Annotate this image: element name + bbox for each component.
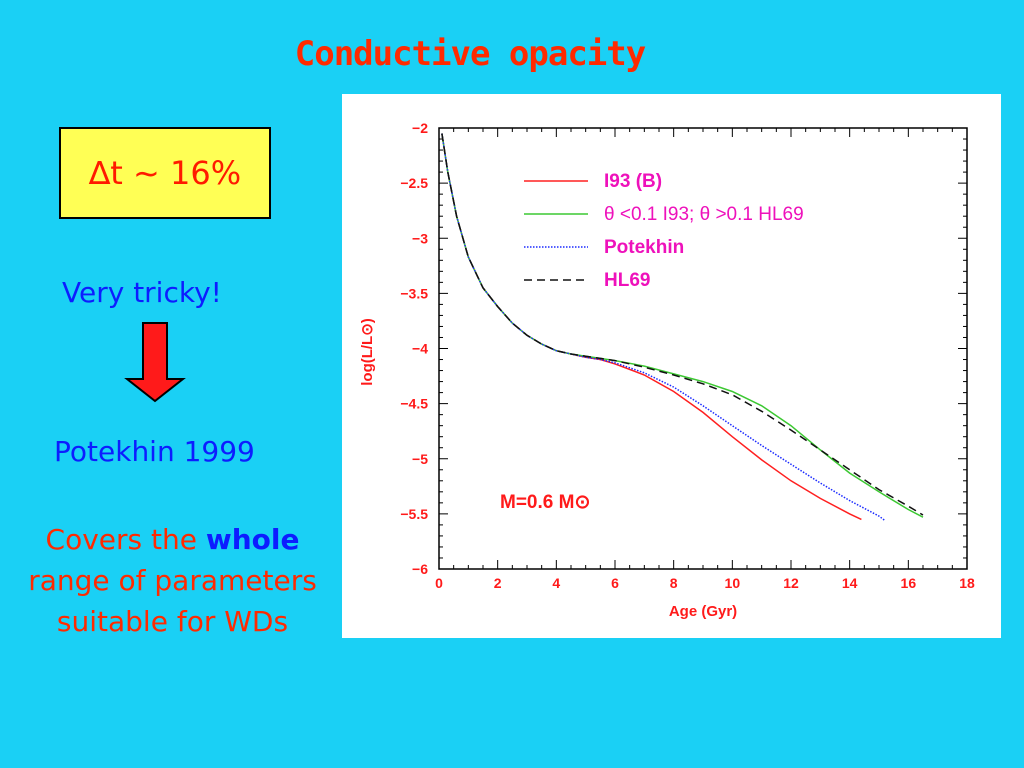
x-tick-label: 6 bbox=[611, 575, 619, 591]
x-tick-label: 10 bbox=[725, 575, 741, 591]
covers-emphasis: whole bbox=[205, 523, 300, 556]
x-tick-labels: 0 2 4 6 8 10 12 14 16 18 bbox=[435, 575, 975, 591]
y-tick-label: −6 bbox=[412, 561, 428, 577]
y-axis-label: log(L/L⊙) bbox=[359, 318, 376, 386]
x-tick-label: 8 bbox=[670, 575, 678, 591]
axis-ticks bbox=[438, 127, 968, 570]
x-tick-label: 4 bbox=[552, 575, 560, 591]
x-tick-label: 2 bbox=[494, 575, 502, 591]
y-tick-label: −3.5 bbox=[400, 285, 428, 301]
legend-label: θ <0.1 I93; θ >0.1 HL69 bbox=[604, 204, 804, 225]
chart-panel: 0 2 4 6 8 10 12 14 16 18 −2 −2.5 −3 −3.5 −4 −4.5 −5 −5.5… bbox=[342, 94, 1001, 638]
x-tick-label: 16 bbox=[901, 575, 917, 591]
x-tick-label: 18 bbox=[959, 575, 975, 591]
x-axis-label: Age (Gyr) bbox=[669, 603, 737, 620]
y-tick-label: −5 bbox=[412, 451, 428, 467]
series-line bbox=[441, 133, 886, 522]
x-tick-label: 12 bbox=[783, 575, 799, 591]
legend-label: HL69 bbox=[604, 270, 650, 291]
legend: I93 (B) θ <0.1 I93; θ >0.1 HL69 Potekhin HL… bbox=[524, 171, 804, 291]
y-tick-labels: −2 −2.5 −3 −3.5 −4 −4.5 −5 −5.5 −6 bbox=[400, 120, 428, 577]
series-line bbox=[441, 133, 924, 516]
legend-label: I93 (B) bbox=[604, 171, 662, 192]
slide-title: Conductive opacity bbox=[294, 34, 646, 74]
down-arrow-icon bbox=[124, 322, 186, 403]
covers-text: Covers the whole range of parameters sui… bbox=[0, 519, 345, 642]
delta-t-label: ∆t ~ 16% bbox=[88, 154, 242, 192]
y-tick-label: −2.5 bbox=[400, 175, 428, 191]
cooling-curve-chart: 0 2 4 6 8 10 12 14 16 18 −2 −2.5 −3 −3.5 −4 −4.5 −5 −5.5… bbox=[359, 120, 975, 620]
legend-label: Potekhin bbox=[604, 237, 684, 258]
covers-rest: range of parameters suitable for WDs bbox=[28, 564, 317, 638]
very-tricky-label: Very tricky! bbox=[62, 276, 222, 309]
y-tick-label: −5.5 bbox=[400, 506, 428, 522]
delta-t-box: ∆t ~ 16% bbox=[59, 127, 271, 219]
mass-annotation: M=0.6 M⊙ bbox=[500, 492, 590, 513]
y-tick-label: −3 bbox=[412, 230, 428, 246]
y-tick-label: −4.5 bbox=[400, 396, 428, 412]
x-tick-label: 14 bbox=[842, 575, 858, 591]
series-lines bbox=[441, 133, 924, 522]
potekhin-reference: Potekhin 1999 bbox=[54, 435, 255, 468]
y-tick-label: −2 bbox=[412, 120, 428, 136]
covers-prefix: Covers the bbox=[45, 523, 197, 556]
x-tick-label: 0 bbox=[435, 575, 443, 591]
y-tick-label: −4 bbox=[412, 341, 428, 357]
